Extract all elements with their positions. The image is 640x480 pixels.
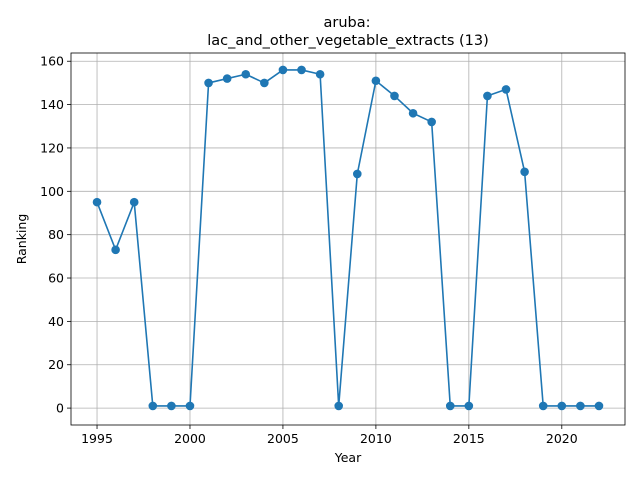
data-point [334,401,344,411]
data-point [594,401,604,411]
data-point [501,85,511,94]
data-point [390,91,399,101]
data-point [278,65,288,75]
x-tick-label: 2000 [174,431,206,446]
data-point [315,69,325,79]
chart-title-line-2: lac_and_other_vegetable_extracts (13) [207,33,489,49]
data-point [111,245,120,255]
data-point [520,167,529,177]
series-line [96,69,599,407]
data-point [297,65,306,75]
y-tick-label: 40 [48,314,64,329]
data-point [576,401,585,411]
data-point [371,76,381,86]
data-point [129,197,139,207]
y-axis-label: Ranking [14,214,29,265]
chart-title-line-1: aruba: [323,15,370,31]
x-tick-label: 1995 [81,431,113,446]
y-tick-label: 100 [40,184,64,199]
data-point [222,74,232,83]
y-axis-ticks: 0 20 40 60 80 100 120 140 160 [40,54,71,416]
data-point [167,401,176,411]
data-point [427,117,436,127]
y-tick-label: 140 [40,97,64,112]
data-point [538,401,548,411]
y-tick-label: 80 [48,227,64,242]
data-point [148,401,158,411]
data-point [185,401,195,411]
x-tick-label: 2015 [453,431,485,446]
data-point [352,169,362,179]
x-axis-ticks: 1995 2000 2005 2010 2015 2020 [81,425,578,446]
marker-layer [92,65,604,411]
data-point [557,401,567,411]
series-layer [96,69,599,407]
data-point [260,78,269,88]
x-tick-label: 2005 [267,431,299,446]
y-tick-label: 160 [40,54,64,69]
data-point [204,78,213,88]
y-tick-label: 20 [48,357,64,372]
data-point [241,69,251,79]
data-point [483,91,492,101]
y-tick-label: 60 [48,271,64,286]
data-point [464,401,474,411]
x-tick-label: 2010 [360,431,392,446]
y-tick-label: 0 [56,401,64,416]
x-tick-label: 2020 [546,431,578,446]
x-axis-label: Year [334,450,362,465]
axes-frame [70,52,626,426]
data-point [445,401,455,411]
y-tick-label: 120 [40,140,64,155]
data-point [408,108,418,118]
data-point [92,197,102,207]
